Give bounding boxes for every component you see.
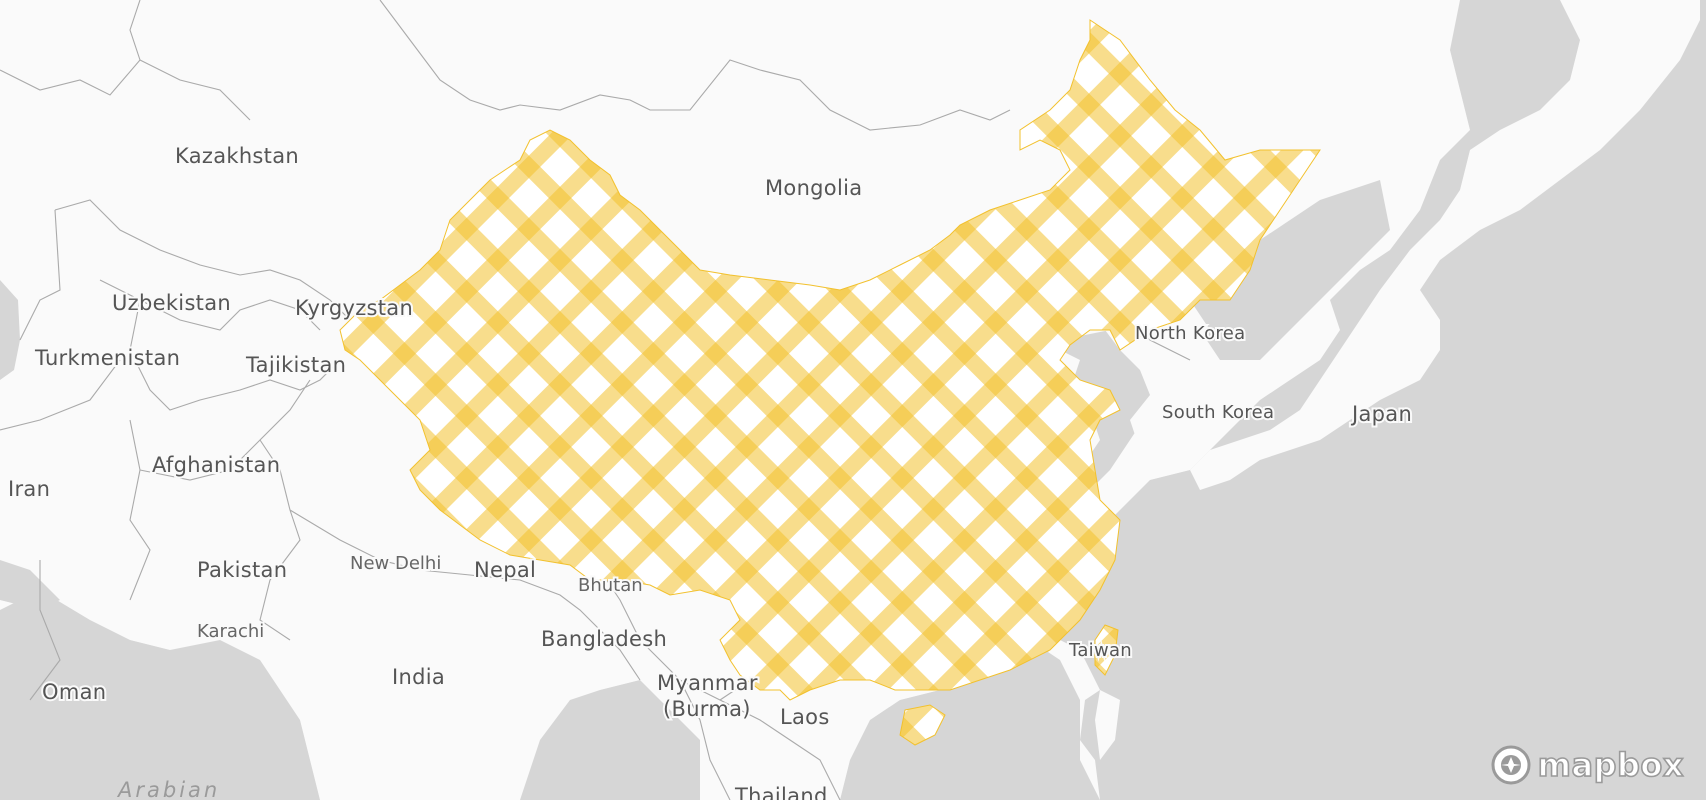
label-nepal: Nepal — [474, 558, 536, 582]
south-china-sea — [840, 640, 1100, 800]
label-laos: Laos — [780, 705, 830, 729]
label-karachi: Karachi — [197, 621, 264, 642]
taiwan-region[interactable] — [1094, 624, 1119, 676]
label-japan: Japan — [1350, 402, 1412, 426]
bay-of-bengal — [520, 680, 700, 800]
label-taiwan: Taiwan — [1068, 640, 1132, 661]
label-iran: Iran — [8, 477, 50, 501]
label-new-delhi: New Delhi — [350, 553, 441, 574]
label-myanmar-burma: (Burma) — [663, 697, 751, 721]
label-bangladesh: Bangladesh — [541, 627, 667, 651]
persian-gulf — [0, 560, 60, 610]
map-labels: Kazakhstan Mongolia Uzbekistan Kyrgyzsta… — [6, 142, 1414, 800]
label-north-korea: North Korea — [1135, 323, 1245, 344]
label-tajikistan: Tajikistan — [245, 353, 346, 377]
label-arabian-sea: Arabian — [116, 778, 220, 800]
label-myanmar: Myanmar — [657, 671, 758, 695]
label-turkmenistan: Turkmenistan — [34, 346, 180, 370]
label-kazakhstan: Kazakhstan — [175, 144, 299, 168]
label-south-korea: South Korea — [1162, 402, 1274, 423]
mapbox-logo[interactable]: mapbox — [1490, 744, 1684, 786]
caspian-sea — [0, 280, 20, 380]
label-oman: Oman — [42, 680, 106, 704]
label-india: India — [392, 665, 445, 689]
mapbox-wordmark: mapbox — [1537, 745, 1684, 785]
arabian-sea — [0, 590, 320, 800]
label-bhutan: Bhutan — [578, 575, 643, 596]
label-uzbekistan: Uzbekistan — [112, 291, 231, 315]
sea-of-japan — [1190, 180, 1390, 360]
label-afghanistan: Afghanistan — [152, 453, 280, 477]
mapbox-compass-icon — [1491, 745, 1531, 785]
label-mongolia: Mongolia — [765, 176, 862, 200]
china-region[interactable] — [339, 19, 1321, 701]
label-pakistan: Pakistan — [197, 558, 287, 582]
hainan-region[interactable] — [899, 704, 946, 746]
japan-land — [1095, 0, 1700, 760]
label-thailand: Thailand — [734, 784, 828, 800]
label-kyrgyzstan: Kyrgyzstan — [295, 296, 413, 320]
